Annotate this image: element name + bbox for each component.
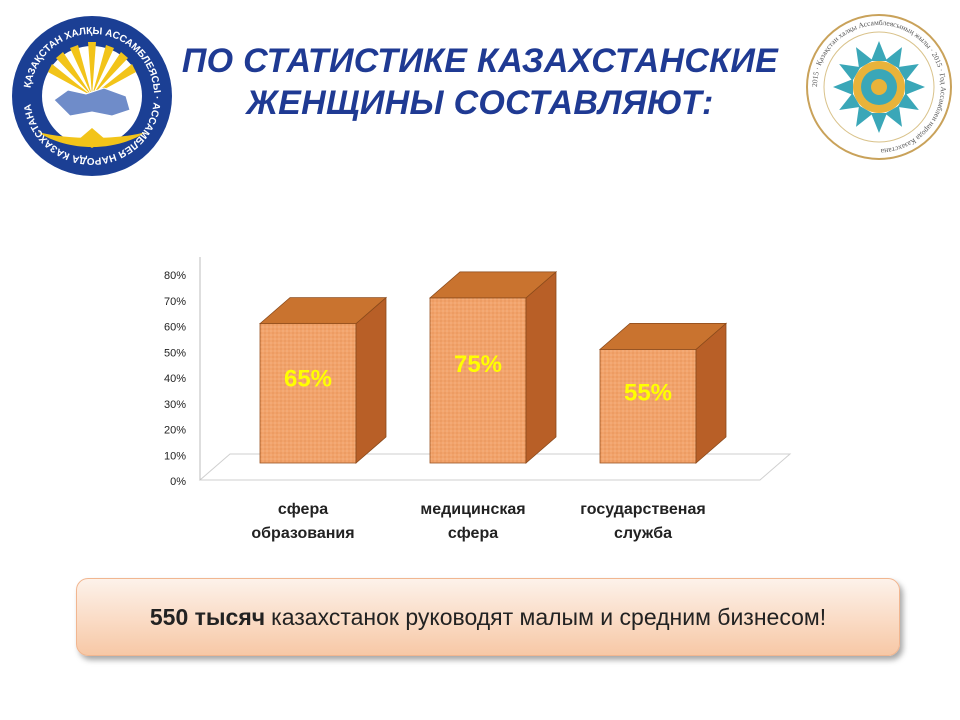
slide-title: ПО СТАТИСТИКЕ КАЗАХСТАНСКИЕ ЖЕНЩИНЫ СОСТ… (180, 40, 780, 124)
y-tick-label: 20% (164, 425, 186, 437)
assembly-year-emblem-icon: 2015 · Қазақстан халқы Ассамблеясының жы… (806, 14, 952, 160)
bar-front (599, 348, 697, 464)
bar-top (258, 297, 388, 325)
bar-front (429, 297, 527, 464)
title-line-1: ПО СТАТИСТИКЕ КАЗАХСТАНСКИЕ (181, 42, 779, 80)
banner-text: казахстанок руководят малым и средним би… (271, 603, 827, 630)
y-tick-label: 80% (164, 270, 186, 282)
y-tick-label: 40% (164, 373, 186, 385)
category-label: сфера (448, 525, 498, 542)
bar-top (598, 322, 728, 350)
y-tick-label: 70% (164, 296, 186, 308)
data-label: 55% (624, 380, 672, 407)
y-tick-label: 50% (164, 347, 186, 359)
assembly-emblem-icon: ҚАЗАҚСТАН ХАЛҚЫ АССАМБЛЕЯСЫ · АССАМБЛЕЯ … (12, 16, 172, 176)
data-label: 65% (284, 365, 332, 392)
category-label: образования (251, 525, 354, 542)
data-label: 75% (454, 351, 502, 378)
bar-side (525, 270, 557, 464)
bar-front (259, 323, 357, 464)
business-banner: 550 тысяч казахстанок руководят малым и … (76, 578, 900, 656)
y-tick-label: 0% (170, 476, 186, 488)
y-tick-label: 30% (164, 399, 186, 411)
title-line-2: ЖЕНЩИНЫ СОСТАВЛЯЮТ: (246, 84, 714, 122)
category-label: сфера (278, 501, 328, 518)
bar-top (428, 271, 558, 299)
category-label: медицинская (420, 501, 525, 518)
y-tick-label: 10% (164, 450, 186, 462)
category-label: государственая (580, 501, 705, 518)
banner-highlight: 550 тысяч (149, 603, 266, 630)
category-label: служба (614, 525, 672, 542)
y-tick-label: 60% (164, 322, 186, 334)
bar-side (355, 296, 387, 464)
